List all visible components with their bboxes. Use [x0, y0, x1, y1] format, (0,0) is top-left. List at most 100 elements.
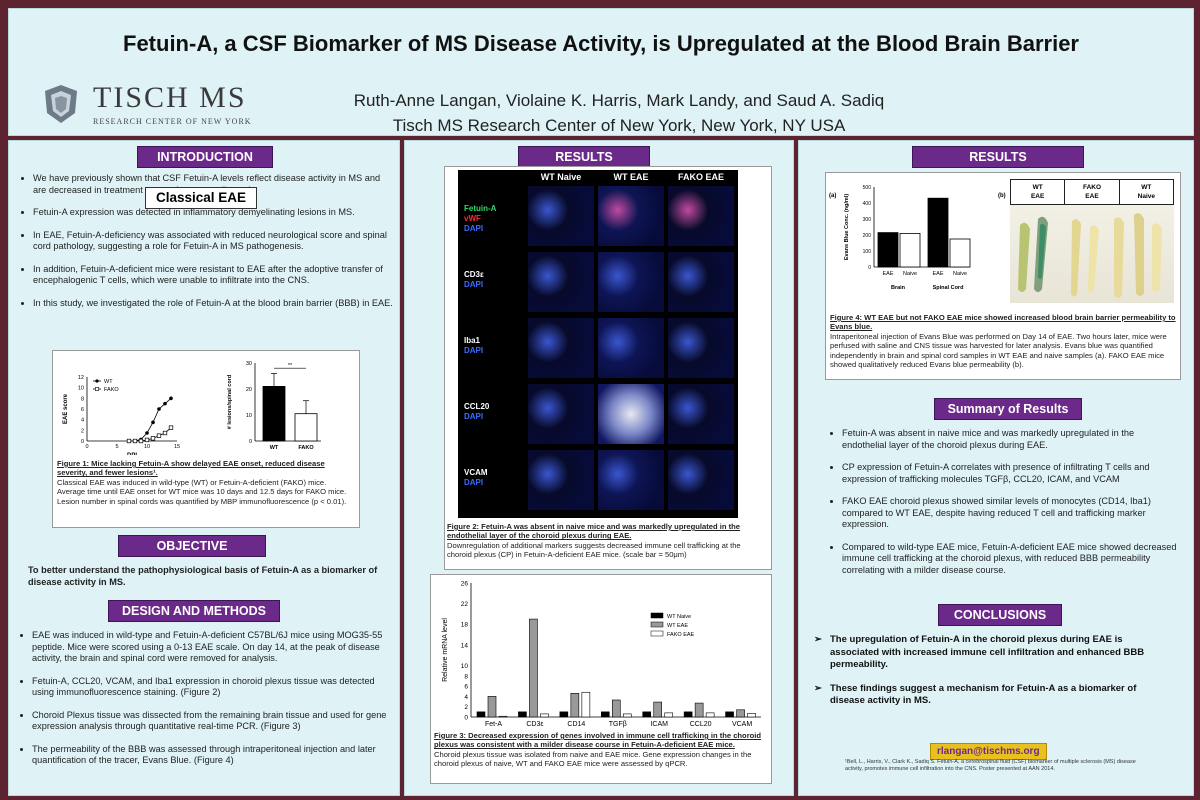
fig4-caption-title: Figure 4: WT EAE but not FAKO EAE mice s… [830, 313, 1176, 332]
bar [747, 713, 756, 718]
y-tick-label: 2 [81, 428, 84, 434]
fig2-caption-text: Downregulation of additional markers sug… [447, 540, 741, 560]
y-tick-label: 0 [868, 265, 871, 271]
legend-label: FAKO [104, 387, 119, 393]
micro-row-label: CD3ε DAPI [464, 270, 522, 290]
bar [487, 696, 497, 718]
bar [899, 233, 921, 268]
conclusions-title: CONCLUSIONS [938, 604, 1062, 626]
micro-image [528, 252, 594, 312]
data-point [157, 407, 161, 411]
bar [570, 692, 580, 718]
design-bullet: The permeability of the BBB was assessed… [32, 744, 394, 767]
y-axis-label: # lesions/spinal cord [227, 375, 233, 429]
data-point [156, 433, 162, 438]
y-tick-label: 0 [81, 439, 84, 445]
micro-row-label: Iba1 DAPI [464, 336, 522, 356]
micro-col-header: WT EAE [613, 172, 649, 182]
photo-header: WT EAE [1011, 180, 1066, 204]
immunofluorescence-panel: WT Naive WT EAE FAKO EAE Fetuin-A vWF DAPI… [458, 170, 738, 518]
marker-label: vWF [464, 214, 481, 223]
bar [653, 701, 663, 718]
y-tick-label: 14 [461, 642, 469, 649]
intro-title: INTRODUCTION [137, 146, 273, 168]
x-tick-label: Naive [903, 271, 917, 277]
bar [949, 238, 971, 268]
spinal-cord-samples [1018, 213, 1162, 298]
poster-header: Fetuin-A, a CSF Biomarker of MS Disease … [8, 8, 1194, 136]
summary-bullet: Fetuin-A was absent in naive mice and wa… [842, 428, 1180, 451]
marker-label: CCL20 [464, 402, 490, 411]
significance-label: ** [288, 363, 293, 369]
y-tick-label: 20 [246, 387, 252, 393]
micro-col-header: WT Naive [540, 172, 582, 182]
bar [705, 712, 715, 718]
legend-label: WT Naive [667, 614, 691, 620]
bar [611, 699, 621, 718]
y-axis-label: EAE score [63, 393, 69, 424]
y-tick-label: 12 [78, 375, 84, 381]
fig1-caption-text: Classical EAE was induced in wild-type (… [57, 477, 347, 506]
y-tick-label: 100 [863, 249, 872, 255]
marker-label: DAPI [464, 412, 484, 421]
y-tick-label: 10 [246, 413, 252, 419]
data-point [150, 436, 156, 441]
bar [540, 713, 549, 718]
micro-image [668, 384, 734, 444]
design-bullet: EAE was induced in wild-type and Fetuin-… [32, 630, 394, 665]
y-axis-label: Evans Blue Conc. (ng/ml) [844, 194, 850, 260]
micro-image [598, 252, 664, 312]
data-point [132, 438, 138, 444]
conclusion-item: The upregulation of Fetuin-A in the chor… [814, 634, 1170, 672]
x-tick-label: ICAM [650, 721, 668, 728]
intro-bullets: We have previously shown that CSF Fetuin… [19, 173, 395, 320]
micro-row-label: CCL20 DAPI [464, 402, 522, 422]
figure-3: 0 2 4 6 8 10 14 18 22 26 Relative mRNA level Fet-A C… [430, 574, 772, 784]
micro-image [668, 318, 734, 378]
bar [622, 713, 632, 718]
figure-4: (a) 0 100 200 300 400 500 Evans Blue Conc. (ng… [825, 172, 1181, 380]
fig3-caption-title: Figure 3: Decreased expression of genes … [434, 731, 762, 750]
results-title-right: RESULTS [912, 146, 1084, 168]
intro-bullet: In this study, we investigated the role … [33, 298, 395, 310]
micro-row-label: VCAM DAPI [464, 468, 522, 488]
photo-header: WT Naive [1137, 184, 1155, 200]
x-tick-label: CD14 [567, 721, 585, 728]
summary-bullet: Compared to wild-type EAE mice, Fetuin-A… [842, 542, 1180, 577]
panel-b-label: (b) [998, 193, 1006, 199]
legend-swatch [650, 630, 664, 637]
contact-email[interactable]: rlangan@tischms.org [930, 743, 1047, 760]
data-point [163, 401, 167, 406]
bar [600, 711, 610, 718]
panel-a-label: (a) [829, 193, 837, 199]
x-tick-label: Fet-A [485, 721, 502, 728]
tisch-shield-icon [45, 85, 77, 123]
micro-image [528, 318, 594, 378]
intro-bullet: In EAE, Fetuin-A-deficiency was associat… [33, 230, 395, 253]
y-tick-label: 400 [863, 201, 872, 207]
marker-label: CD3ε [464, 270, 484, 279]
y-axis-label: Relative mRNA level [442, 618, 449, 682]
group-label: Brain [891, 285, 906, 291]
marker-label: DAPI [464, 280, 484, 289]
bar [877, 232, 899, 268]
y-tick-label: 8 [81, 396, 84, 402]
summary-bullets: Fetuin-A was absent in naive mice and wa… [828, 428, 1180, 587]
marker-label: DAPI [464, 478, 484, 487]
x-tick-label: EAE [932, 271, 943, 277]
evans-blue-chart: 0 100 200 300 400 500 Evans Blue Conc. (ng/ml)… [844, 185, 971, 291]
y-tick-label: 2 [464, 704, 468, 711]
data-point [162, 430, 168, 436]
bar [559, 711, 569, 718]
micro-image [598, 318, 664, 378]
y-tick-label: 200 [863, 233, 872, 239]
logo-text: TISCH MS [93, 81, 247, 114]
micro-image [598, 450, 664, 510]
photo-header: FAKO EAE [1065, 180, 1120, 204]
affiliation: Tisch MS Research Center of New York, Ne… [392, 116, 846, 135]
fig2-caption-title: Figure 2: Fetuin-A was absent in naive m… [447, 522, 740, 541]
tisch-logo: TISCH MS RESEARCH CENTER OF NEW YORK [35, 81, 275, 133]
micro-col-header: FAKO EAE [677, 172, 724, 182]
legend-label: WT [104, 379, 113, 385]
x-tick-label: Naive [953, 271, 967, 277]
